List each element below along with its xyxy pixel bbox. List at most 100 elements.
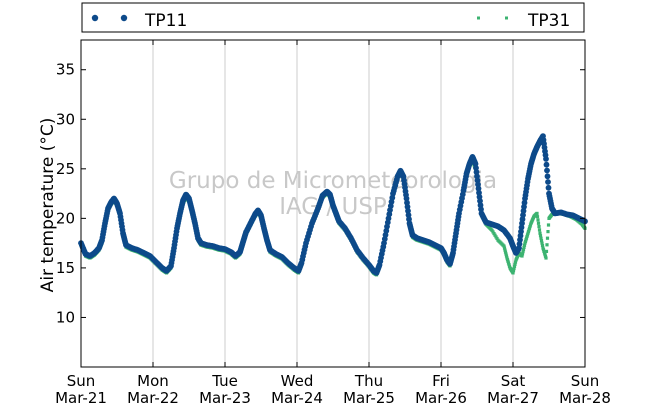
data-point-tp31 [538, 231, 542, 235]
data-point-tp31 [505, 256, 509, 260]
y-tick-label: 35 [56, 61, 75, 79]
legend-marker-tp11-a [91, 14, 99, 22]
data-point-tp11 [543, 156, 549, 162]
data-point-tp31 [522, 245, 526, 249]
legend: TP11 TP31 [81, 2, 585, 33]
data-point-tp31 [511, 269, 516, 273]
data-point-tp31 [503, 248, 507, 252]
data-point-tp31 [536, 218, 540, 222]
data-point-tp31 [537, 228, 542, 232]
data-point-tp31 [541, 248, 546, 252]
legend-label-tp31: TP31 [527, 11, 570, 31]
axes: SunMar-21MonMar-22TueMar-23WedMar-24ThuM… [55, 40, 611, 407]
legend-marker-tp31-b [505, 16, 508, 20]
x-tick-label-day: Fri [432, 372, 450, 390]
data-point-tp31 [506, 259, 510, 263]
x-tick-label-date: Mar-26 [415, 389, 467, 407]
data-point-tp31 [513, 262, 517, 266]
x-tick-label-date: Mar-24 [271, 389, 323, 407]
data-point-tp31 [545, 236, 550, 240]
x-tick-label-date: Mar-28 [559, 389, 611, 407]
data-point-tp31 [513, 260, 518, 264]
data-series [78, 133, 588, 277]
data-point-tp31 [512, 267, 516, 271]
data-point-tp11 [521, 199, 528, 206]
data-point-tp31 [544, 256, 548, 260]
data-point-tp31 [546, 230, 550, 234]
data-point-tp31 [539, 239, 544, 243]
legend-label-tp11: TP11 [144, 11, 187, 31]
data-point-tp11 [516, 241, 523, 247]
data-point-tp31 [490, 228, 494, 232]
data-point-tp31 [528, 223, 533, 227]
y-tick-label: 30 [56, 110, 75, 128]
x-tick-label-day: Sun [571, 372, 600, 390]
watermark-line-1: Grupo de Micrometeorologia [169, 168, 497, 194]
grid-lines [152, 40, 514, 367]
data-point-tp31 [493, 233, 497, 237]
data-point-tp11 [477, 198, 483, 204]
x-tick-label-day: Sat [501, 372, 526, 390]
data-point-tp31 [538, 234, 543, 238]
data-point-tp11 [543, 161, 550, 168]
data-point-tp31 [525, 233, 530, 237]
data-point-tp11 [518, 228, 524, 235]
x-tick-label-day: Wed [281, 372, 314, 390]
data-point-tp31 [503, 250, 508, 254]
data-point-tp31 [511, 271, 515, 275]
data-point-tp31 [504, 252, 508, 256]
data-point-tp31 [495, 236, 499, 241]
x-tick-label-day: Tue [211, 372, 238, 390]
plot-frame [80, 39, 586, 368]
data-point-tp31 [521, 248, 526, 252]
x-tick-label-date: Mar-27 [487, 389, 539, 407]
legend-marker-tp31-a [477, 16, 480, 20]
data-point-tp31 [545, 243, 549, 247]
y-tick-label: 25 [56, 160, 75, 178]
x-tick-label-day: Thu [354, 372, 383, 390]
series-tp11 [78, 133, 588, 276]
data-point-tp31 [526, 231, 530, 235]
data-point-tp11 [544, 167, 550, 174]
x-tick-label-date: Mar-23 [199, 389, 251, 407]
data-point-tp31 [512, 264, 517, 268]
data-point-tp11 [545, 184, 552, 191]
data-point-tp31 [546, 223, 551, 227]
data-point-tp31 [507, 263, 511, 267]
data-point-tp31 [536, 221, 541, 225]
y-tick-label: 10 [56, 308, 75, 326]
data-point-tp31 [527, 226, 532, 230]
data-point-tp31 [502, 246, 507, 250]
data-point-tp31 [528, 225, 532, 229]
data-point-tp31 [491, 230, 495, 234]
data-point-tp31 [540, 241, 544, 245]
data-point-tp11 [473, 169, 480, 176]
legend-frame [81, 2, 585, 33]
x-tick-label-date: Mar-21 [55, 389, 107, 407]
data-point-tp31 [543, 254, 548, 258]
x-tick-label-day: Sun [67, 372, 96, 390]
x-tick-label-date: Mar-25 [343, 389, 395, 407]
data-point-tp31 [523, 239, 528, 244]
data-point-tp31 [520, 254, 524, 258]
data-point-tp31 [535, 215, 540, 219]
data-point-tp11 [545, 179, 551, 185]
x-tick-label-date: Mar-22 [127, 389, 179, 407]
data-point-tp31 [521, 250, 525, 254]
data-point-tp31 [523, 241, 527, 245]
y-tick-label: 20 [56, 209, 75, 227]
legend-marker-tp11-b [120, 14, 128, 22]
data-point-tp31 [526, 230, 531, 234]
data-point-tp31 [537, 225, 541, 229]
data-point-tp31 [504, 254, 509, 258]
data-point-tp31 [542, 251, 547, 255]
x-tick-label-day: Mon [137, 372, 169, 390]
data-point-tp31 [522, 243, 527, 247]
data-point-tp31 [524, 236, 529, 240]
data-point-tp31 [539, 236, 543, 240]
data-point-tp31 [520, 252, 525, 256]
data-point-tp11 [403, 195, 410, 202]
data-point-tp11 [475, 185, 482, 192]
data-point-tp11 [520, 212, 526, 219]
